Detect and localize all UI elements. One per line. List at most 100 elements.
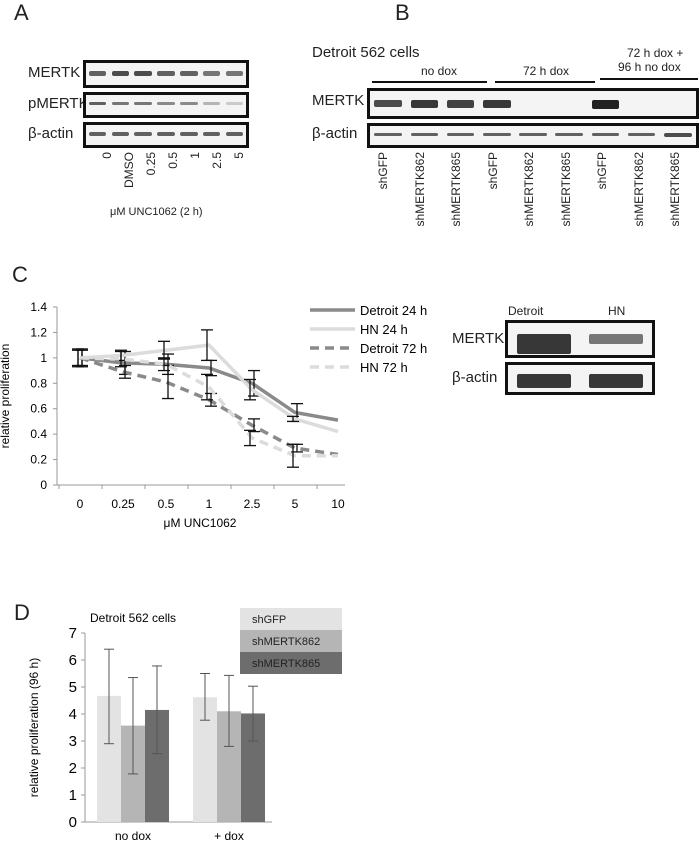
legend-label: Detroit 72 h [360,341,427,356]
lane-label: DMSO [122,152,136,188]
x-tick-label: 10 [331,497,345,511]
blot-band [410,132,439,136]
panel-label-d: D [14,600,30,625]
blot-band [519,132,547,136]
group-line [495,81,595,83]
blot-band [88,70,107,76]
lane-label: shMERTK865 [558,152,573,227]
lane-label: shGFP [485,152,500,190]
blot-band [374,99,402,107]
y-tick-label: 0.6 [30,402,47,416]
blot-band [446,99,475,108]
y-tick-label: 0.8 [30,376,47,390]
blot-row-label: β-actin [28,125,74,142]
panel-label-b: B [395,0,410,25]
lane-label: shMERTK865 [449,152,463,227]
blot-beta-actin [505,362,655,395]
blot-band [203,132,221,136]
y-tick-label: 0.4 [30,427,47,441]
blot-beta-actin [367,123,699,148]
blot-band [88,132,107,136]
blot-mertk [367,88,699,119]
lane-label: 2.5 [210,152,224,169]
lane-label: shMERTK862 [412,152,427,227]
blot-band [410,99,439,108]
blot-band [627,132,656,136]
blot-band [591,132,620,136]
blot-band [180,70,198,76]
panel-label-a: A [14,0,29,25]
lane-label: HN [608,304,626,318]
blot-band [483,132,511,136]
group-label: 72 h dox [523,64,570,78]
blot-band [111,70,129,76]
blot-row-label: MERTK [452,330,505,347]
series-line [79,356,339,422]
y-axis-label: relative proliferation (96 h) [27,658,41,797]
blot-band [555,132,583,136]
blot-band [664,132,692,137]
group-label: 72 h dox + [627,46,684,60]
y-tick-label: 5 [69,679,77,696]
line-chart: 0 0.2 0.4 0.6 0.8 1 1.2 1.4 0 0.25 0.5 1 2.5 5 10 μM UN… [0,300,427,530]
x-axis-label: μM UNC1062 [164,516,237,530]
blot-band [225,70,244,76]
x-tick-label: no dox [115,829,151,843]
legend-label: shMERTK865 [252,658,320,670]
y-tick-label: 3 [69,733,77,750]
lane-label: shGFP [376,152,390,190]
group-label: 96 h no dox [618,60,681,74]
blot-band [157,132,175,136]
y-axis-label: relative proliferation [0,344,12,449]
blot-row-label: MERTK [312,92,365,109]
x-tick-label: 2.5 [244,497,261,511]
blot-row-label: pMERTK [28,95,89,112]
legend-label: HN 24 h [360,322,408,337]
lane-label: 1 [188,152,202,159]
blot-band [516,374,572,389]
blot-band [588,374,644,389]
blot-band [111,102,129,105]
y-tick-label: 1 [40,351,47,365]
blot-band [88,102,107,105]
lane-label: 0 [100,152,114,159]
x-tick-label: + dox [214,829,244,843]
x-tick-label: 0.5 [158,497,175,511]
bar-chart: 0 1 2 3 4 5 6 7 relative proliferation (96 h) Det… [27,608,342,843]
blot-mertk [505,320,655,358]
lane-label: shMERTK862 [522,152,536,227]
blot-band [591,99,620,109]
y-tick-label: 1.2 [30,325,47,339]
blot-band [134,102,152,105]
lane-label: shGFP [595,152,609,190]
legend-swatch [240,652,342,674]
chart-title: Detroit 562 cells [90,611,176,625]
panel-label-c: C [12,262,28,287]
legend-swatch [240,630,342,652]
legend-swatch [240,608,342,630]
lane-label: Detroit [508,304,544,318]
lane-label: shMERTK862 [631,152,646,227]
y-tick-label: 2 [69,760,77,777]
y-tick-label: 1.4 [30,300,47,314]
blot-band [225,132,244,136]
x-tick-label: 5 [292,497,299,511]
x-axis-label: μM UNC1062 (2 h) [110,206,203,218]
blot-band [111,132,129,136]
blot-band [134,70,152,76]
series-line [79,356,338,458]
blot-beta-actin [83,122,249,148]
blot-band [588,334,644,345]
blot-band [180,132,198,136]
blot-band [157,70,175,76]
group-label: no dox [421,64,458,78]
legend-label: Detroit 24 h [360,303,427,318]
blot-band [374,132,402,136]
blot-band [203,102,221,105]
series-line [79,343,339,434]
blot-band [203,70,221,76]
blot-band [157,102,175,105]
blot-row-label: β-actin [452,369,498,386]
lane-label: 0.25 [144,152,158,176]
